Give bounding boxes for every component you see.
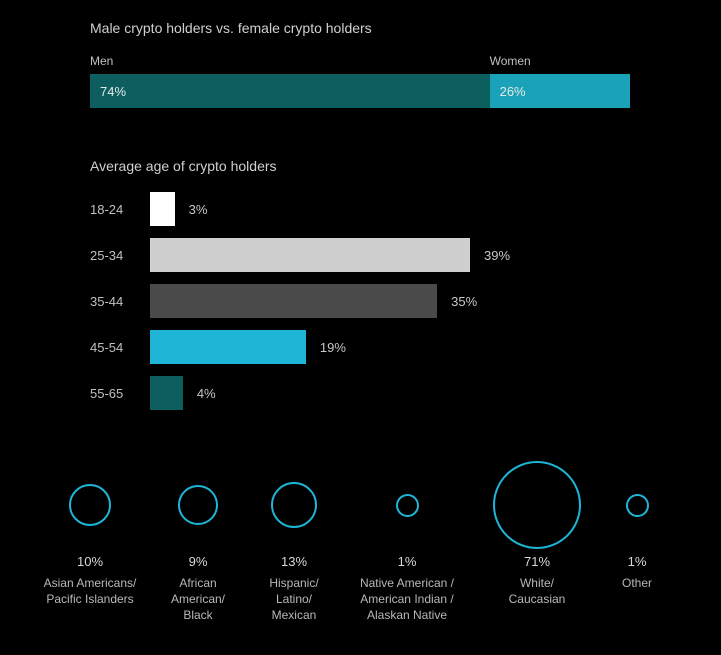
ethnicity-pct: 1% bbox=[628, 554, 647, 569]
ethnicity-item: 9% African American/ Black bbox=[150, 460, 246, 624]
age-bar-wrap: 39% bbox=[150, 238, 510, 272]
ethnicity-pct: 10% bbox=[77, 554, 103, 569]
ethnicity-circle bbox=[271, 482, 317, 528]
ethnicity-circle-wrap bbox=[342, 460, 472, 550]
ethnicity-pct: 71% bbox=[524, 554, 550, 569]
age-bar bbox=[150, 330, 306, 364]
ethnicity-circle-wrap bbox=[602, 460, 672, 550]
age-row: 25-34 39% bbox=[90, 238, 681, 272]
ethnicity-item: 1% Native American / American Indian / Al… bbox=[342, 460, 472, 624]
gender-header-label: Men bbox=[90, 54, 490, 68]
gender-stacked-bar: 74%26% bbox=[90, 74, 630, 108]
gender-segment: 74% bbox=[90, 74, 490, 108]
ethnicity-circle bbox=[178, 485, 218, 525]
age-bar-wrap: 19% bbox=[150, 330, 346, 364]
age-value: 19% bbox=[320, 340, 346, 355]
gender-section: Male crypto holders vs. female crypto ho… bbox=[90, 20, 681, 108]
age-label: 55-65 bbox=[90, 386, 150, 401]
age-bar bbox=[150, 238, 470, 272]
age-row: 55-65 4% bbox=[90, 376, 681, 410]
gender-title: Male crypto holders vs. female crypto ho… bbox=[90, 20, 681, 36]
age-chart: 18-24 3% 25-34 39% 35-44 35% 45-54 19% 55-65 4% bbox=[90, 192, 681, 410]
ethnicity-label: White/ Caucasian bbox=[509, 575, 566, 607]
age-value: 39% bbox=[484, 248, 510, 263]
age-title: Average age of crypto holders bbox=[90, 158, 681, 174]
ethnicity-pct: 9% bbox=[189, 554, 208, 569]
ethnicity-pct: 13% bbox=[281, 554, 307, 569]
ethnicity-pct: 1% bbox=[398, 554, 417, 569]
ethnicity-row: 10% Asian Americans/ Pacific Islanders 9% A… bbox=[30, 460, 700, 624]
age-bar-wrap: 35% bbox=[150, 284, 477, 318]
ethnicity-circle bbox=[69, 484, 111, 526]
ethnicity-circle bbox=[493, 461, 581, 549]
age-bar-wrap: 3% bbox=[150, 192, 207, 226]
ethnicity-label: Asian Americans/ Pacific Islanders bbox=[44, 575, 137, 607]
ethnicity-circle-wrap bbox=[30, 460, 150, 550]
ethnicity-circle bbox=[626, 494, 649, 517]
ethnicity-label: Hispanic/ Latino/ Mexican bbox=[269, 575, 318, 624]
ethnicity-item: 71% White/ Caucasian bbox=[472, 460, 602, 607]
age-value: 4% bbox=[197, 386, 216, 401]
age-bar bbox=[150, 376, 183, 410]
age-label: 45-54 bbox=[90, 340, 150, 355]
age-bar-wrap: 4% bbox=[150, 376, 216, 410]
age-label: 35-44 bbox=[90, 294, 150, 309]
ethnicity-item: 10% Asian Americans/ Pacific Islanders bbox=[30, 460, 150, 607]
age-label: 25-34 bbox=[90, 248, 150, 263]
age-bar bbox=[150, 192, 175, 226]
age-bar bbox=[150, 284, 437, 318]
age-section: Average age of crypto holders 18-24 3% 25-… bbox=[90, 158, 681, 410]
age-value: 3% bbox=[189, 202, 208, 217]
age-row: 45-54 19% bbox=[90, 330, 681, 364]
age-row: 35-44 35% bbox=[90, 284, 681, 318]
ethnicity-circle-wrap bbox=[150, 460, 246, 550]
gender-labels-row: MenWomen bbox=[90, 54, 681, 68]
gender-header-label: Women bbox=[490, 54, 630, 68]
ethnicity-circle bbox=[396, 494, 419, 517]
age-label: 18-24 bbox=[90, 202, 150, 217]
age-row: 18-24 3% bbox=[90, 192, 681, 226]
gender-segment: 26% bbox=[490, 74, 630, 108]
ethnicity-label: African American/ Black bbox=[171, 575, 225, 624]
ethnicity-item: 1% Other bbox=[602, 460, 672, 591]
ethnicity-circle-wrap bbox=[246, 460, 342, 550]
ethnicity-label: Native American / American Indian / Alas… bbox=[360, 575, 454, 624]
ethnicity-item: 13% Hispanic/ Latino/ Mexican bbox=[246, 460, 342, 624]
ethnicity-label: Other bbox=[622, 575, 652, 591]
age-value: 35% bbox=[451, 294, 477, 309]
ethnicity-circle-wrap bbox=[472, 460, 602, 550]
